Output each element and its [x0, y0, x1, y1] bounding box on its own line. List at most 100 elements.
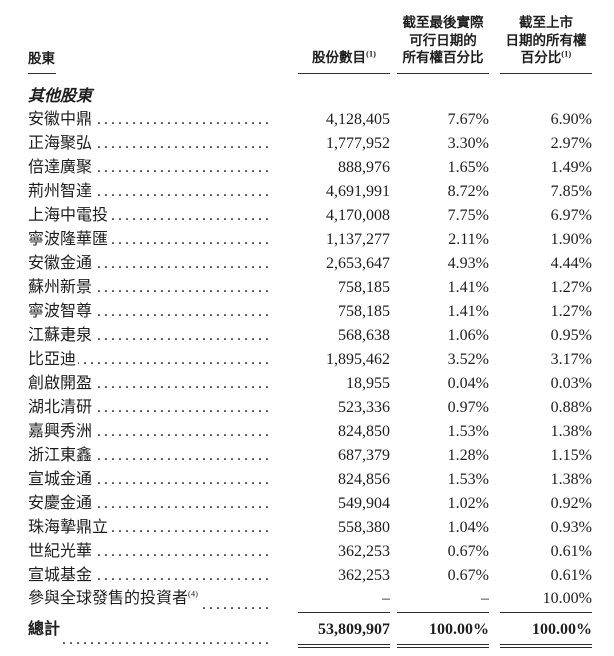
total-shares-value: 53,809,907 [298, 618, 390, 648]
dot-leader: ........................................… [62, 630, 272, 648]
table-row: 正海聚弘 ...................................… [28, 132, 592, 156]
pct-listing-value: 0.61% [550, 542, 592, 560]
total-row: 總計 .....................................… [28, 618, 592, 652]
pct-listing-value: 1.38% [550, 470, 592, 488]
dot-leader: ........................................… [110, 230, 272, 248]
pct-listing-value: 1.15% [550, 446, 592, 464]
table-row: 倍達廣聚 ...................................… [28, 156, 592, 180]
table-row: 安徽金通 ...................................… [28, 252, 592, 276]
pct-listing-value: 3.17% [550, 350, 592, 368]
practicable-header-line2: 可行日期的 [409, 32, 477, 48]
pct-listing-value: 0.61% [550, 566, 592, 584]
dot-leader: ........................................… [94, 182, 272, 200]
pct-listing-value: 1.49% [550, 158, 592, 176]
dot-leader: ........................................… [94, 494, 272, 512]
practicable-header-line3: 所有權百分比 [402, 50, 484, 65]
table-row: 寧波智尊 ...................................… [28, 300, 592, 324]
pct-practicable-value: 0.67% [447, 542, 489, 560]
practicable-header-line1: 截至最後實際 [402, 15, 484, 30]
shares-value: 888,976 [338, 158, 390, 176]
shares-value: 549,904 [338, 494, 390, 512]
dot-leader: ........................................… [94, 542, 272, 560]
shareholder-name: 倍達廣聚 [28, 158, 93, 176]
shares-value: – [298, 588, 390, 613]
listing-header-footnote: (1) [561, 48, 572, 59]
dot-leader: ........................................… [110, 518, 272, 536]
pct-practicable-value: 1.04% [447, 518, 489, 536]
shareholder-name: 宣城金通 [28, 470, 93, 488]
table-row: 江蘇疌泉 ...................................… [28, 324, 592, 348]
shares-value: 523,336 [338, 398, 390, 416]
shareholder-name: 宣城基金 [28, 566, 93, 584]
table-row: 創啟開盈 ...................................… [28, 372, 592, 396]
pct-practicable-value: 7.75% [447, 206, 489, 224]
listing-header-line2: 日期的所有權 [505, 32, 587, 48]
pct-listing-value: 0.95% [550, 326, 592, 344]
dot-leader: ........................................… [200, 595, 272, 613]
pct-practicable-value: 7.67% [447, 110, 489, 128]
shareholder-name: 江蘇疌泉 [28, 326, 93, 344]
dot-leader: ........................................… [110, 206, 272, 224]
shareholder-name: 世紀光華 [28, 542, 93, 560]
total-pct-listing-value: 100.00% [500, 618, 592, 648]
shareholder-name: 荊州智達 [28, 182, 93, 200]
shares-value: 362,253 [338, 566, 390, 584]
total-pct-practicable-value: 100.00% [397, 618, 489, 648]
shares-value: 758,185 [338, 302, 390, 320]
pct-listing-value: 0.88% [550, 398, 592, 416]
dot-leader: ........................................… [94, 566, 272, 584]
shareholder-name: 正海聚弘 [28, 134, 93, 152]
pct-practicable-value: 0.04% [447, 374, 489, 392]
shares-value: 1,895,462 [326, 350, 390, 368]
table-body: 安徽中鼎 ...................................… [28, 108, 592, 588]
shareholder-name: 創啟開盈 [28, 374, 93, 392]
table-row: 宣城基金 ...................................… [28, 564, 592, 588]
dot-leader: ........................................… [94, 134, 272, 152]
shareholder-name: 寧波智尊 [28, 302, 93, 320]
pct-listing-value: 10.00% [500, 588, 592, 613]
table-row: 宣城金通 ...................................… [28, 468, 592, 492]
shares-value: 824,850 [338, 422, 390, 440]
column-header-ownership-practicable-date: 截至最後實際 可行日期的 所有權百分比 [390, 14, 489, 74]
shares-value: 824,856 [338, 470, 390, 488]
dot-leader: ........................................… [94, 326, 272, 344]
dot-leader: ........................................… [94, 446, 272, 464]
pct-practicable-value: 3.30% [447, 134, 489, 152]
table-row: 寧波隆華匯 ..................................… [28, 228, 592, 252]
pct-practicable-value: 0.97% [447, 398, 489, 416]
section-header-other-shareholders: 其他股東 [28, 87, 93, 105]
shares-value: 1,137,277 [326, 230, 390, 248]
listing-header-line3: 百分比(1) [520, 48, 572, 65]
column-header-shares: 股份數目(1) [278, 49, 390, 74]
pct-practicable-value: 1.41% [447, 302, 489, 320]
pct-listing-value: 2.97% [550, 134, 592, 152]
table-row: 湖北清研 ...................................… [28, 396, 592, 420]
pct-practicable-value: 1.65% [447, 158, 489, 176]
shareholder-name: 浙江東鑫 [28, 446, 93, 464]
dot-leader: ........................................… [94, 110, 272, 128]
dot-leader: ........................................… [94, 302, 272, 320]
pct-practicable-value: 1.53% [447, 470, 489, 488]
pct-practicable-value: 4.93% [447, 254, 489, 272]
shareholder-name: 嘉興秀洲 [28, 422, 93, 440]
pct-listing-value: 1.38% [550, 422, 592, 440]
dot-leader: ........................................… [94, 374, 272, 392]
pct-practicable-value: 0.67% [447, 566, 489, 584]
table-row: 比亞迪 ....................................… [28, 348, 592, 372]
shareholder-name: 安徽金通 [28, 254, 93, 272]
shares-value: 568,638 [338, 326, 390, 344]
shareholder-name: 湖北清研 [28, 398, 93, 416]
dot-leader: ........................................… [94, 278, 272, 296]
pct-practicable-value: 2.11% [448, 230, 489, 248]
table-header-row: 股東 股份數目(1) 截至最後實際 可行日期的 所有權百分比 截至上市 日期的所… [28, 14, 592, 74]
shares-value: 362,253 [338, 542, 390, 560]
listing-header-line1: 截至上市 [519, 15, 573, 30]
column-header-shareholder: 股東 [28, 47, 278, 74]
pct-listing-value: 4.44% [550, 254, 592, 272]
dot-leader: ........................................… [94, 158, 272, 176]
total-label: 總計 [28, 620, 61, 638]
dot-leader: ........................................… [94, 254, 272, 272]
pct-listing-value: 6.97% [550, 206, 592, 224]
shares-value: 18,955 [346, 374, 390, 392]
shareholder-header-label: 股東 [28, 47, 56, 74]
